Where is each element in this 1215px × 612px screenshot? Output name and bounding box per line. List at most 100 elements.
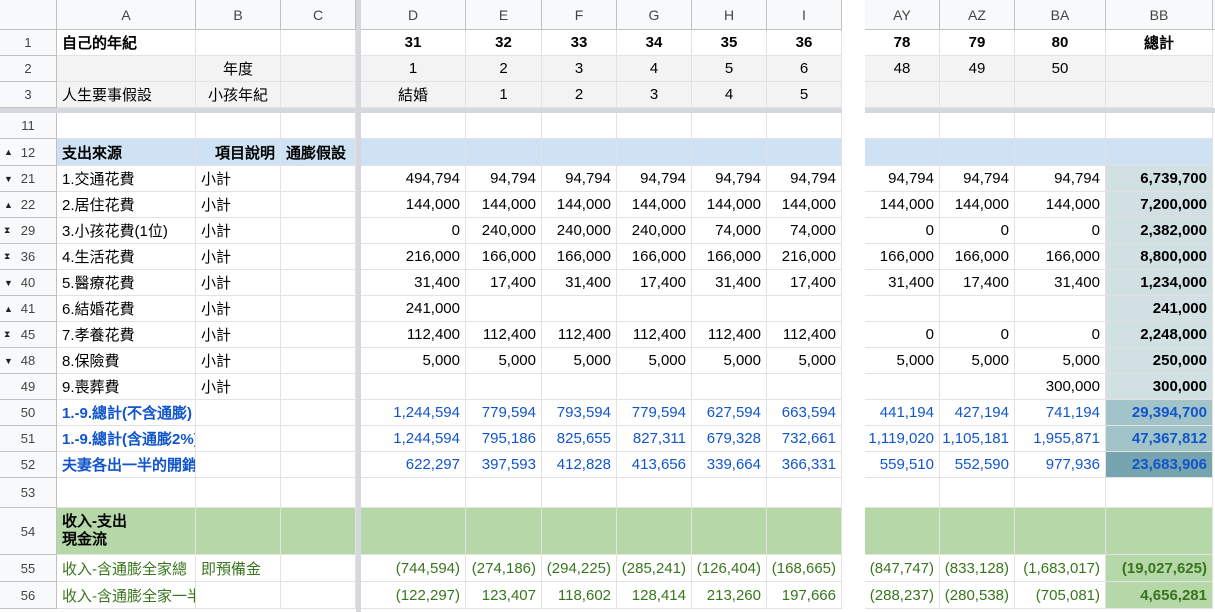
cell-ay3[interactable] — [865, 82, 940, 108]
cell-g21[interactable]: 94,794 — [617, 166, 692, 192]
cell-e21[interactable]: 94,794 — [466, 166, 542, 192]
row-header-3[interactable]: 3 — [0, 82, 57, 108]
cell-g12[interactable] — [617, 139, 692, 166]
cell-c40[interactable] — [281, 270, 356, 296]
column-header-ay[interactable]: AY — [865, 0, 940, 30]
cell-f54[interactable] — [542, 508, 617, 555]
cell-d11[interactable] — [361, 113, 466, 139]
cell-f51[interactable]: 825,655 — [542, 426, 617, 452]
cell-ay40[interactable]: 31,400 — [865, 270, 940, 296]
cell-b40[interactable]: 小計 — [196, 270, 281, 296]
cell-e50[interactable]: 779,594 — [466, 400, 542, 426]
cell-a56[interactable]: 收入-含通膨全家一半開銷 — [57, 582, 196, 609]
cell-b52[interactable] — [196, 452, 281, 478]
cell-ba52[interactable]: 977,936 — [1015, 452, 1106, 478]
cell-d56[interactable]: (122,297) — [361, 582, 466, 609]
cell-e41[interactable] — [466, 296, 542, 322]
row-header-40[interactable]: ▼ 40 — [0, 270, 57, 296]
cell-e52[interactable]: 397,593 — [466, 452, 542, 478]
row-header-51[interactable]: 51 — [0, 426, 57, 452]
cell-a11[interactable] — [57, 113, 196, 139]
cell-ba48[interactable]: 5,000 — [1015, 348, 1106, 374]
cell-f50[interactable]: 793,594 — [542, 400, 617, 426]
cell-i3[interactable]: 5 — [767, 82, 842, 108]
cell-ba1[interactable]: 80 — [1015, 30, 1106, 56]
cell-g49[interactable] — [617, 374, 692, 400]
cell-bb48[interactable]: 250,000 — [1106, 348, 1213, 374]
cell-g45[interactable]: 112,400 — [617, 322, 692, 348]
cell-h52[interactable]: 339,664 — [692, 452, 767, 478]
cell-e49[interactable] — [466, 374, 542, 400]
cell-b51[interactable] — [196, 426, 281, 452]
cell-a50[interactable]: 1.-9.總計(不含通膨) — [57, 400, 196, 426]
cell-ay2[interactable]: 48 — [865, 56, 940, 82]
cell-bb41[interactable]: 241,000 — [1106, 296, 1213, 322]
cell-g3[interactable]: 3 — [617, 82, 692, 108]
cell-b11[interactable] — [196, 113, 281, 139]
cell-d40[interactable]: 31,400 — [361, 270, 466, 296]
cell-h55[interactable]: (126,404) — [692, 555, 767, 582]
collapse-down-group-icon[interactable]: ▼ — [4, 173, 13, 184]
cell-d21[interactable]: 494,794 — [361, 166, 466, 192]
cell-f22[interactable]: 144,000 — [542, 192, 617, 218]
expand-up-group-icon[interactable]: ▲ — [4, 147, 13, 157]
cell-az48[interactable]: 5,000 — [940, 348, 1015, 374]
cell-i51[interactable]: 732,661 — [767, 426, 842, 452]
cell-bb36[interactable]: 8,800,000 — [1106, 244, 1213, 270]
row-header-22[interactable]: ▲ 22 — [0, 192, 57, 218]
cell-az12[interactable] — [940, 139, 1015, 166]
cell-e48[interactable]: 5,000 — [466, 348, 542, 374]
cell-h22[interactable]: 144,000 — [692, 192, 767, 218]
cell-az49[interactable] — [940, 374, 1015, 400]
cell-i55[interactable]: (168,665) — [767, 555, 842, 582]
cell-d53[interactable] — [361, 478, 466, 508]
cell-bb52[interactable]: 23,683,906 — [1106, 452, 1213, 478]
cell-i36[interactable]: 216,000 — [767, 244, 842, 270]
cell-d2[interactable]: 1 — [361, 56, 466, 82]
cell-ay55[interactable]: (847,747) — [865, 555, 940, 582]
cell-g1[interactable]: 34 — [617, 30, 692, 56]
cell-i29[interactable]: 74,000 — [767, 218, 842, 244]
cell-i21[interactable]: 94,794 — [767, 166, 842, 192]
cell-a36[interactable]: 4.生活花費 — [57, 244, 196, 270]
cell-h2[interactable]: 5 — [692, 56, 767, 82]
cell-f29[interactable]: 240,000 — [542, 218, 617, 244]
cell-ay45[interactable]: 0 — [865, 322, 940, 348]
cell-bb11[interactable] — [1106, 113, 1213, 139]
cell-ba54[interactable] — [1015, 508, 1106, 555]
cell-b29[interactable]: 小計 — [196, 218, 281, 244]
cell-az21[interactable]: 94,794 — [940, 166, 1015, 192]
cell-b49[interactable]: 小計 — [196, 374, 281, 400]
cell-a2[interactable] — [57, 56, 196, 82]
cell-az1[interactable]: 79 — [940, 30, 1015, 56]
cell-a22[interactable]: 2.居住花費 — [57, 192, 196, 218]
cell-i50[interactable]: 663,594 — [767, 400, 842, 426]
cell-h21[interactable]: 94,794 — [692, 166, 767, 192]
cell-f48[interactable]: 5,000 — [542, 348, 617, 374]
row-header-50[interactable]: 50 — [0, 400, 57, 426]
cell-c29[interactable] — [281, 218, 356, 244]
cell-ba21[interactable]: 94,794 — [1015, 166, 1106, 192]
cell-ba53[interactable] — [1015, 478, 1106, 508]
cell-e51[interactable]: 795,186 — [466, 426, 542, 452]
cell-f52[interactable]: 412,828 — [542, 452, 617, 478]
cell-a12[interactable]: 支出來源 — [57, 139, 196, 166]
cell-ay11[interactable] — [865, 113, 940, 139]
row-header-45[interactable]: ⧗ 45 — [0, 322, 57, 348]
cell-d52[interactable]: 622,297 — [361, 452, 466, 478]
cell-f41[interactable] — [542, 296, 617, 322]
cell-ay53[interactable] — [865, 478, 940, 508]
cell-az40[interactable]: 17,400 — [940, 270, 1015, 296]
cell-az3[interactable] — [940, 82, 1015, 108]
cell-az51[interactable]: 1,105,181 — [940, 426, 1015, 452]
cell-ay41[interactable] — [865, 296, 940, 322]
cell-b56[interactable] — [196, 582, 281, 609]
row-header-48[interactable]: ▼ 48 — [0, 348, 57, 374]
cell-c56[interactable] — [281, 582, 356, 609]
cell-bb54[interactable] — [1106, 508, 1213, 555]
cell-c50[interactable] — [281, 400, 356, 426]
cell-i49[interactable] — [767, 374, 842, 400]
cell-ba50[interactable]: 741,194 — [1015, 400, 1106, 426]
cell-bb21[interactable]: 6,739,700 — [1106, 166, 1213, 192]
cell-ay49[interactable] — [865, 374, 940, 400]
